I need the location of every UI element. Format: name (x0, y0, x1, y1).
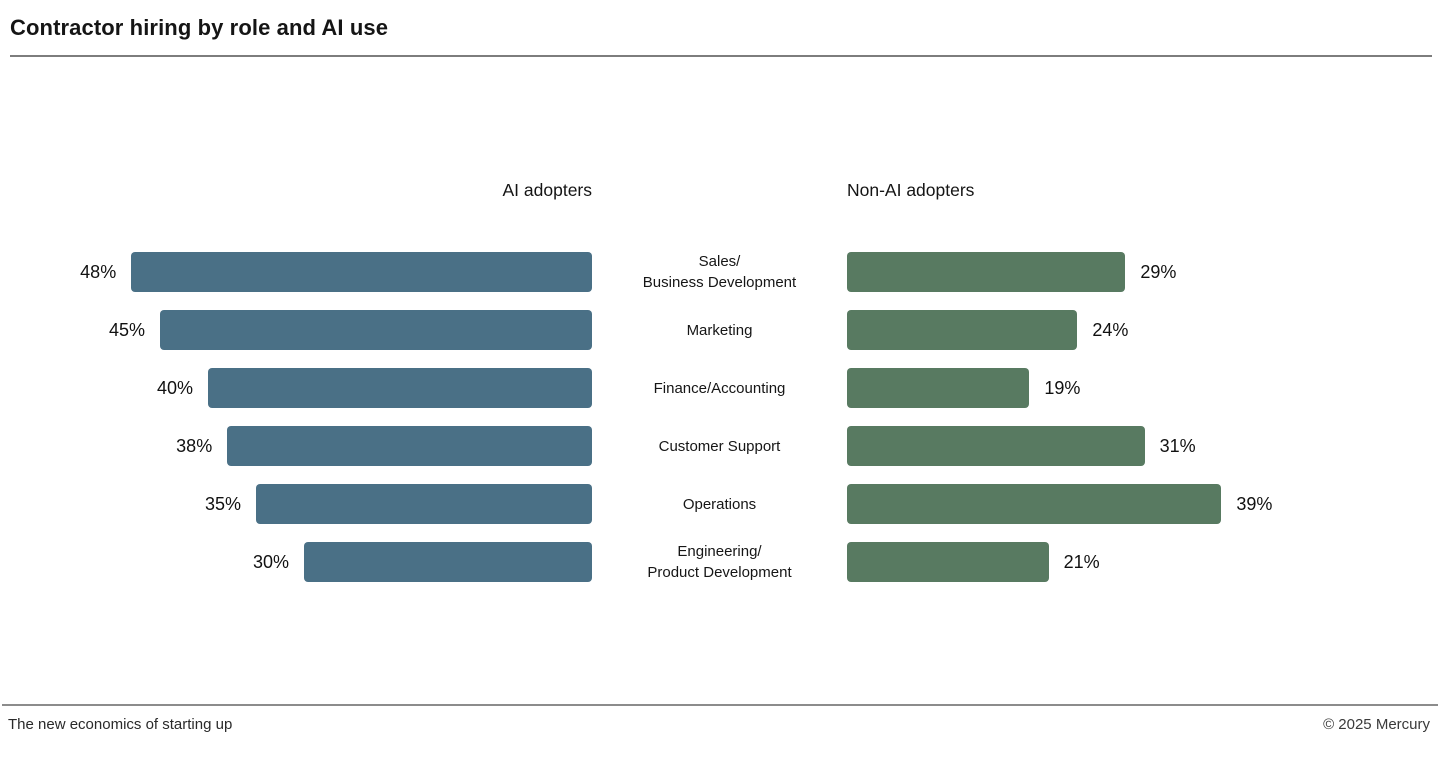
category-label: Finance/Accounting (653, 379, 786, 397)
chart-row: 30% Engineering/ Product Development 21% (0, 533, 1440, 591)
non-ai-adopters-value-label: 39% (1236, 493, 1273, 514)
footer-copyright: © 2025 Mercury (1323, 716, 1430, 733)
ai-adopters-cell: 48% (0, 243, 592, 301)
non-ai-adopters-value-label: 24% (1092, 319, 1129, 340)
category-label: Operations (682, 495, 757, 513)
chart-row: 35% Operations 39% (0, 475, 1440, 533)
ai-adopters-cell: 40% (0, 359, 592, 417)
ai-adopters-value-label: 40% (156, 377, 193, 398)
series-header-non-ai-adopters: Non-AI adopters (847, 180, 975, 200)
category-label: Customer Support (658, 437, 781, 455)
ai-adopters-bar (131, 252, 592, 292)
non-ai-adopters-cell: 24% (847, 301, 1440, 359)
footer-caption: The new economics of starting up (8, 716, 233, 733)
non-ai-adopters-value-label: 21% (1063, 551, 1100, 572)
series-headers: AI adopters Non-AI adopters (0, 180, 1440, 201)
ai-adopters-value-label: 45% (108, 319, 145, 340)
page-title: Contractor hiring by role and AI use (10, 15, 389, 40)
chart-row: 38% Customer Support 31% (0, 417, 1440, 475)
page-footer: The new economics of starting up © 2025 … (0, 704, 1440, 733)
footer-divider (2, 704, 1438, 706)
non-ai-adopters-cell: 31% (847, 417, 1440, 475)
non-ai-adopters-cell: 39% (847, 475, 1440, 533)
ai-adopters-cell: 35% (0, 475, 592, 533)
title-divider (10, 55, 1432, 57)
ai-adopters-value-label: 35% (204, 493, 241, 514)
non-ai-adopters-bar (847, 484, 1222, 524)
non-ai-adopters-bar (847, 426, 1145, 466)
ai-adopters-value-label: 38% (176, 435, 213, 456)
non-ai-adopters-value-label: 29% (1140, 261, 1177, 282)
ai-adopters-bar (227, 426, 592, 466)
non-ai-adopters-value-label: 19% (1044, 377, 1081, 398)
ai-adopters-bar (208, 368, 592, 408)
non-ai-adopters-cell: 29% (847, 243, 1440, 301)
non-ai-adopters-bar (847, 252, 1126, 292)
ai-adopters-value-label: 30% (252, 551, 289, 572)
ai-adopters-cell: 45% (0, 301, 592, 359)
chart-row: 45% Marketing 24% (0, 301, 1440, 359)
non-ai-adopters-bar (847, 310, 1078, 350)
non-ai-adopters-bar (847, 368, 1030, 408)
ai-adopters-cell: 30% (0, 533, 592, 591)
ai-adopters-cell: 38% (0, 417, 592, 475)
non-ai-adopters-cell: 19% (847, 359, 1440, 417)
category-label: Engineering/ Product Development (647, 543, 792, 581)
category-label: Marketing (686, 321, 753, 339)
ai-adopters-value-label: 48% (80, 261, 117, 282)
ai-adopters-bar (256, 484, 592, 524)
chart-rows: 48% Sales/ Business Development 29% 45% Mark… (0, 243, 1440, 591)
series-header-ai-adopters: AI adopters (502, 180, 593, 200)
ai-adopters-bar (304, 542, 592, 582)
non-ai-adopters-bar (847, 542, 1049, 582)
ai-adopters-bar (160, 310, 592, 350)
non-ai-adopters-cell: 21% (847, 533, 1440, 591)
non-ai-adopters-value-label: 31% (1159, 435, 1196, 456)
category-label: Sales/ Business Development (642, 253, 797, 291)
chart-row: 40% Finance/Accounting 19% (0, 359, 1440, 417)
chart-row: 48% Sales/ Business Development 29% (0, 243, 1440, 301)
